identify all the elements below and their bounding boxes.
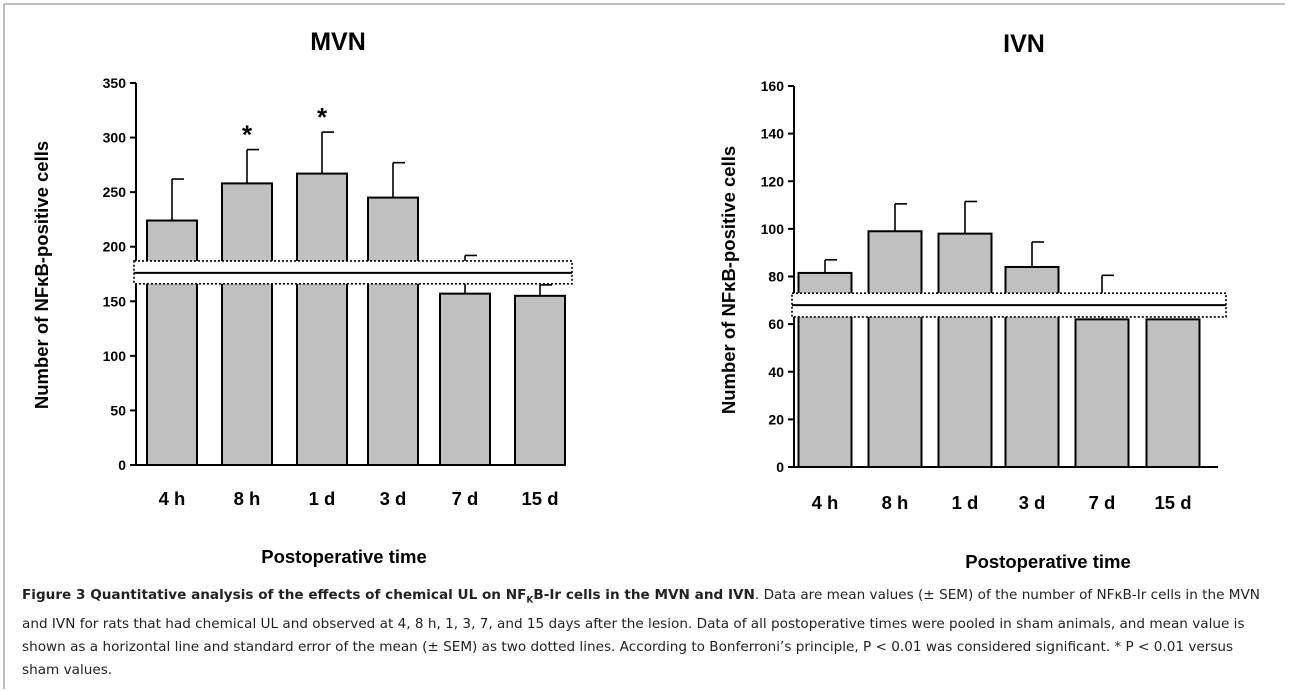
y-tick-label: 60 — [768, 316, 784, 332]
charts-canvas: MVN Number of NFκB-positive cells Postoper… — [31, 28, 1227, 572]
category-label: 4 h — [159, 488, 186, 509]
category-label: 4 h — [812, 492, 839, 513]
y-tick-label: 120 — [761, 173, 785, 189]
x-axis-label: Postoperative time — [261, 546, 427, 567]
x-axis-label: Postoperative time — [965, 551, 1131, 572]
category-label: 7 d — [452, 488, 479, 509]
y-tick-label: 200 — [103, 239, 127, 255]
y-tick-label: 0 — [776, 459, 784, 475]
y-axis-label: Number of NFκB-positive cells — [31, 141, 52, 409]
y-tick-label: 100 — [761, 221, 785, 237]
bar-8h — [867, 230, 923, 468]
category-label: 8 h — [882, 492, 909, 513]
chart-ivn: IVN Number of NFκB-positive cells Postoper… — [718, 30, 1227, 572]
chart-title: MVN — [310, 28, 366, 56]
y-tick-label: 20 — [768, 411, 784, 427]
caption-label-end: B-Ir cells in the MVN and IVN — [533, 587, 755, 603]
y-tick-label: 0 — [118, 457, 126, 473]
bar-7d — [439, 292, 491, 466]
bar-1d — [296, 172, 348, 467]
category-label: 1 d — [952, 492, 979, 513]
y-tick-label: 50 — [110, 402, 126, 418]
chart-mvn: MVN Number of NFκB-positive cells Postoper… — [31, 28, 573, 567]
category-label: 15 d — [1154, 492, 1191, 513]
y-tick-label: 350 — [103, 75, 127, 91]
y-tick-label: 300 — [103, 130, 127, 146]
y-tick-label: 160 — [761, 78, 785, 94]
bar-15d — [514, 294, 566, 467]
bar-1d — [937, 232, 993, 468]
y-tick-label: 40 — [768, 364, 784, 380]
category-label: 7 d — [1089, 492, 1116, 513]
y-tick-label: 150 — [103, 293, 127, 309]
category-label: 3 d — [380, 488, 407, 509]
caption-body: . Data are mean values (± SEM) of the nu… — [22, 587, 1260, 678]
category-label: 1 d — [309, 488, 336, 509]
y-tick-label: 250 — [103, 184, 127, 200]
category-label: 15 d — [521, 488, 558, 509]
caption-label: Figure 3 Quantitative analysis of the ef… — [22, 587, 527, 603]
significance-marker: * — [317, 102, 328, 132]
bar-4h — [146, 219, 198, 466]
category-label: 8 h — [234, 488, 261, 509]
caption-label-subscript: K — [526, 595, 534, 606]
category-label: 3 d — [1019, 492, 1046, 513]
y-tick-label: 140 — [761, 126, 785, 142]
bar-3d — [367, 196, 419, 466]
bar-15d — [1145, 318, 1201, 468]
bar-7d — [1074, 318, 1130, 468]
y-tick-label: 80 — [768, 269, 784, 285]
chart-title: IVN — [1003, 30, 1045, 58]
bar-8h — [221, 182, 273, 466]
y-tick-label: 100 — [103, 348, 127, 364]
significance-marker: * — [242, 120, 253, 150]
figure-caption: Figure 3 Quantitative analysis of the ef… — [22, 584, 1270, 682]
y-axis-label: Number of NFκB-positive cells — [718, 146, 739, 414]
